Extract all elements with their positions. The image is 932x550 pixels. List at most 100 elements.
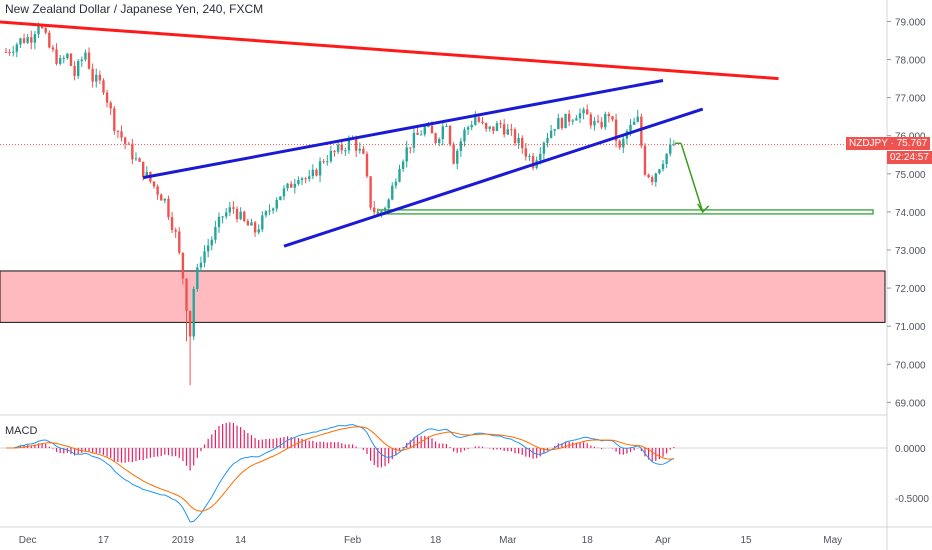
candle-body xyxy=(571,120,574,122)
candle-body xyxy=(98,74,102,81)
y-tick-label: 69.000 xyxy=(895,398,926,409)
candle-body xyxy=(217,216,221,228)
candle-body xyxy=(178,231,181,253)
candle-body xyxy=(131,143,134,160)
candle-body xyxy=(445,125,448,127)
candle-body xyxy=(51,47,55,50)
candle-body xyxy=(206,245,210,252)
candle-body xyxy=(304,178,307,180)
candle-body xyxy=(271,208,275,211)
candle-body xyxy=(181,252,185,279)
candle-body xyxy=(434,133,437,143)
candle-body xyxy=(470,125,473,128)
candle-body xyxy=(127,143,130,145)
x-tick-label: 14 xyxy=(235,535,247,546)
chart-title: New Zealand Dollar / Japanese Yen, 240, … xyxy=(5,2,264,16)
candle-body xyxy=(62,58,65,60)
x-tick-label: Feb xyxy=(344,535,362,546)
candle-body xyxy=(185,278,188,311)
y-tick-label: 78.000 xyxy=(895,56,926,67)
candle-body xyxy=(463,129,466,142)
candle-body xyxy=(8,52,11,54)
candle-body xyxy=(600,121,603,128)
candle-body xyxy=(293,183,296,188)
candle-body xyxy=(369,176,372,208)
candle-body xyxy=(510,129,513,131)
candle-body xyxy=(452,144,455,164)
candle-body xyxy=(19,38,22,45)
candle-body xyxy=(22,38,26,43)
candle-body xyxy=(250,222,253,226)
candle-body xyxy=(344,150,347,152)
candle-body xyxy=(268,210,271,212)
candle-body xyxy=(391,185,394,200)
candle-body xyxy=(665,153,668,164)
candle-body xyxy=(438,139,441,143)
candle-body xyxy=(394,181,398,186)
x-tick-label: 18 xyxy=(430,535,442,546)
x-tick-label: 2019 xyxy=(172,535,195,546)
candle-body xyxy=(199,262,203,268)
candle-body xyxy=(275,199,278,209)
candle-body xyxy=(235,208,239,220)
candle-body xyxy=(586,109,589,115)
candle-body xyxy=(373,207,376,213)
candle-body xyxy=(654,173,657,183)
candle-body xyxy=(297,180,300,184)
candle-body xyxy=(488,126,491,129)
candle-body xyxy=(279,196,282,200)
candle-body xyxy=(640,116,643,146)
macd-line xyxy=(5,423,675,523)
candle-body xyxy=(419,134,423,136)
candle-body xyxy=(477,117,481,122)
candle-body xyxy=(578,113,582,119)
candle-body xyxy=(589,114,593,126)
candle-body xyxy=(221,216,224,218)
candle-body xyxy=(286,183,289,189)
candle-body xyxy=(282,188,286,197)
candle-body xyxy=(311,169,315,177)
candle-body xyxy=(427,125,430,127)
candle-body xyxy=(326,161,329,163)
candle-body xyxy=(564,113,567,129)
candle-body xyxy=(416,132,419,135)
candle-body xyxy=(44,28,47,33)
candle-body xyxy=(340,144,343,151)
candle-body xyxy=(318,161,322,176)
candle-body xyxy=(423,126,426,135)
candle-body xyxy=(618,140,621,148)
candle-body xyxy=(15,44,19,52)
candle-body xyxy=(398,168,401,182)
candle-body xyxy=(69,53,73,66)
candle-body xyxy=(246,220,250,226)
candle-body xyxy=(4,51,8,53)
y-tick-label: 74.000 xyxy=(895,208,926,219)
candle-body xyxy=(441,126,445,140)
candle-body xyxy=(152,181,156,187)
candle-body xyxy=(614,119,618,141)
candle-body xyxy=(329,150,333,162)
candle-body xyxy=(658,169,661,174)
candle-body xyxy=(517,137,520,144)
candle-body xyxy=(401,161,405,169)
macd-label: MACD xyxy=(5,425,38,437)
macd-tick-label: 0.0000 xyxy=(895,444,926,455)
candle-body xyxy=(567,113,571,122)
macd-tick-label: -0.5000 xyxy=(895,494,929,505)
candle-body xyxy=(308,176,311,179)
support-line xyxy=(377,209,874,215)
candle-body xyxy=(365,153,369,177)
candle-body xyxy=(409,147,412,149)
candle-body xyxy=(499,123,502,125)
candle-body xyxy=(495,123,499,131)
candle-body xyxy=(174,229,177,232)
candle-body xyxy=(481,121,484,124)
candle-body xyxy=(358,148,361,151)
candle-body xyxy=(322,161,325,163)
candle-body xyxy=(228,207,232,213)
x-tick-label: Apr xyxy=(655,535,671,546)
candle-body xyxy=(91,68,94,82)
candle-body xyxy=(138,158,141,162)
candle-body xyxy=(459,141,463,151)
